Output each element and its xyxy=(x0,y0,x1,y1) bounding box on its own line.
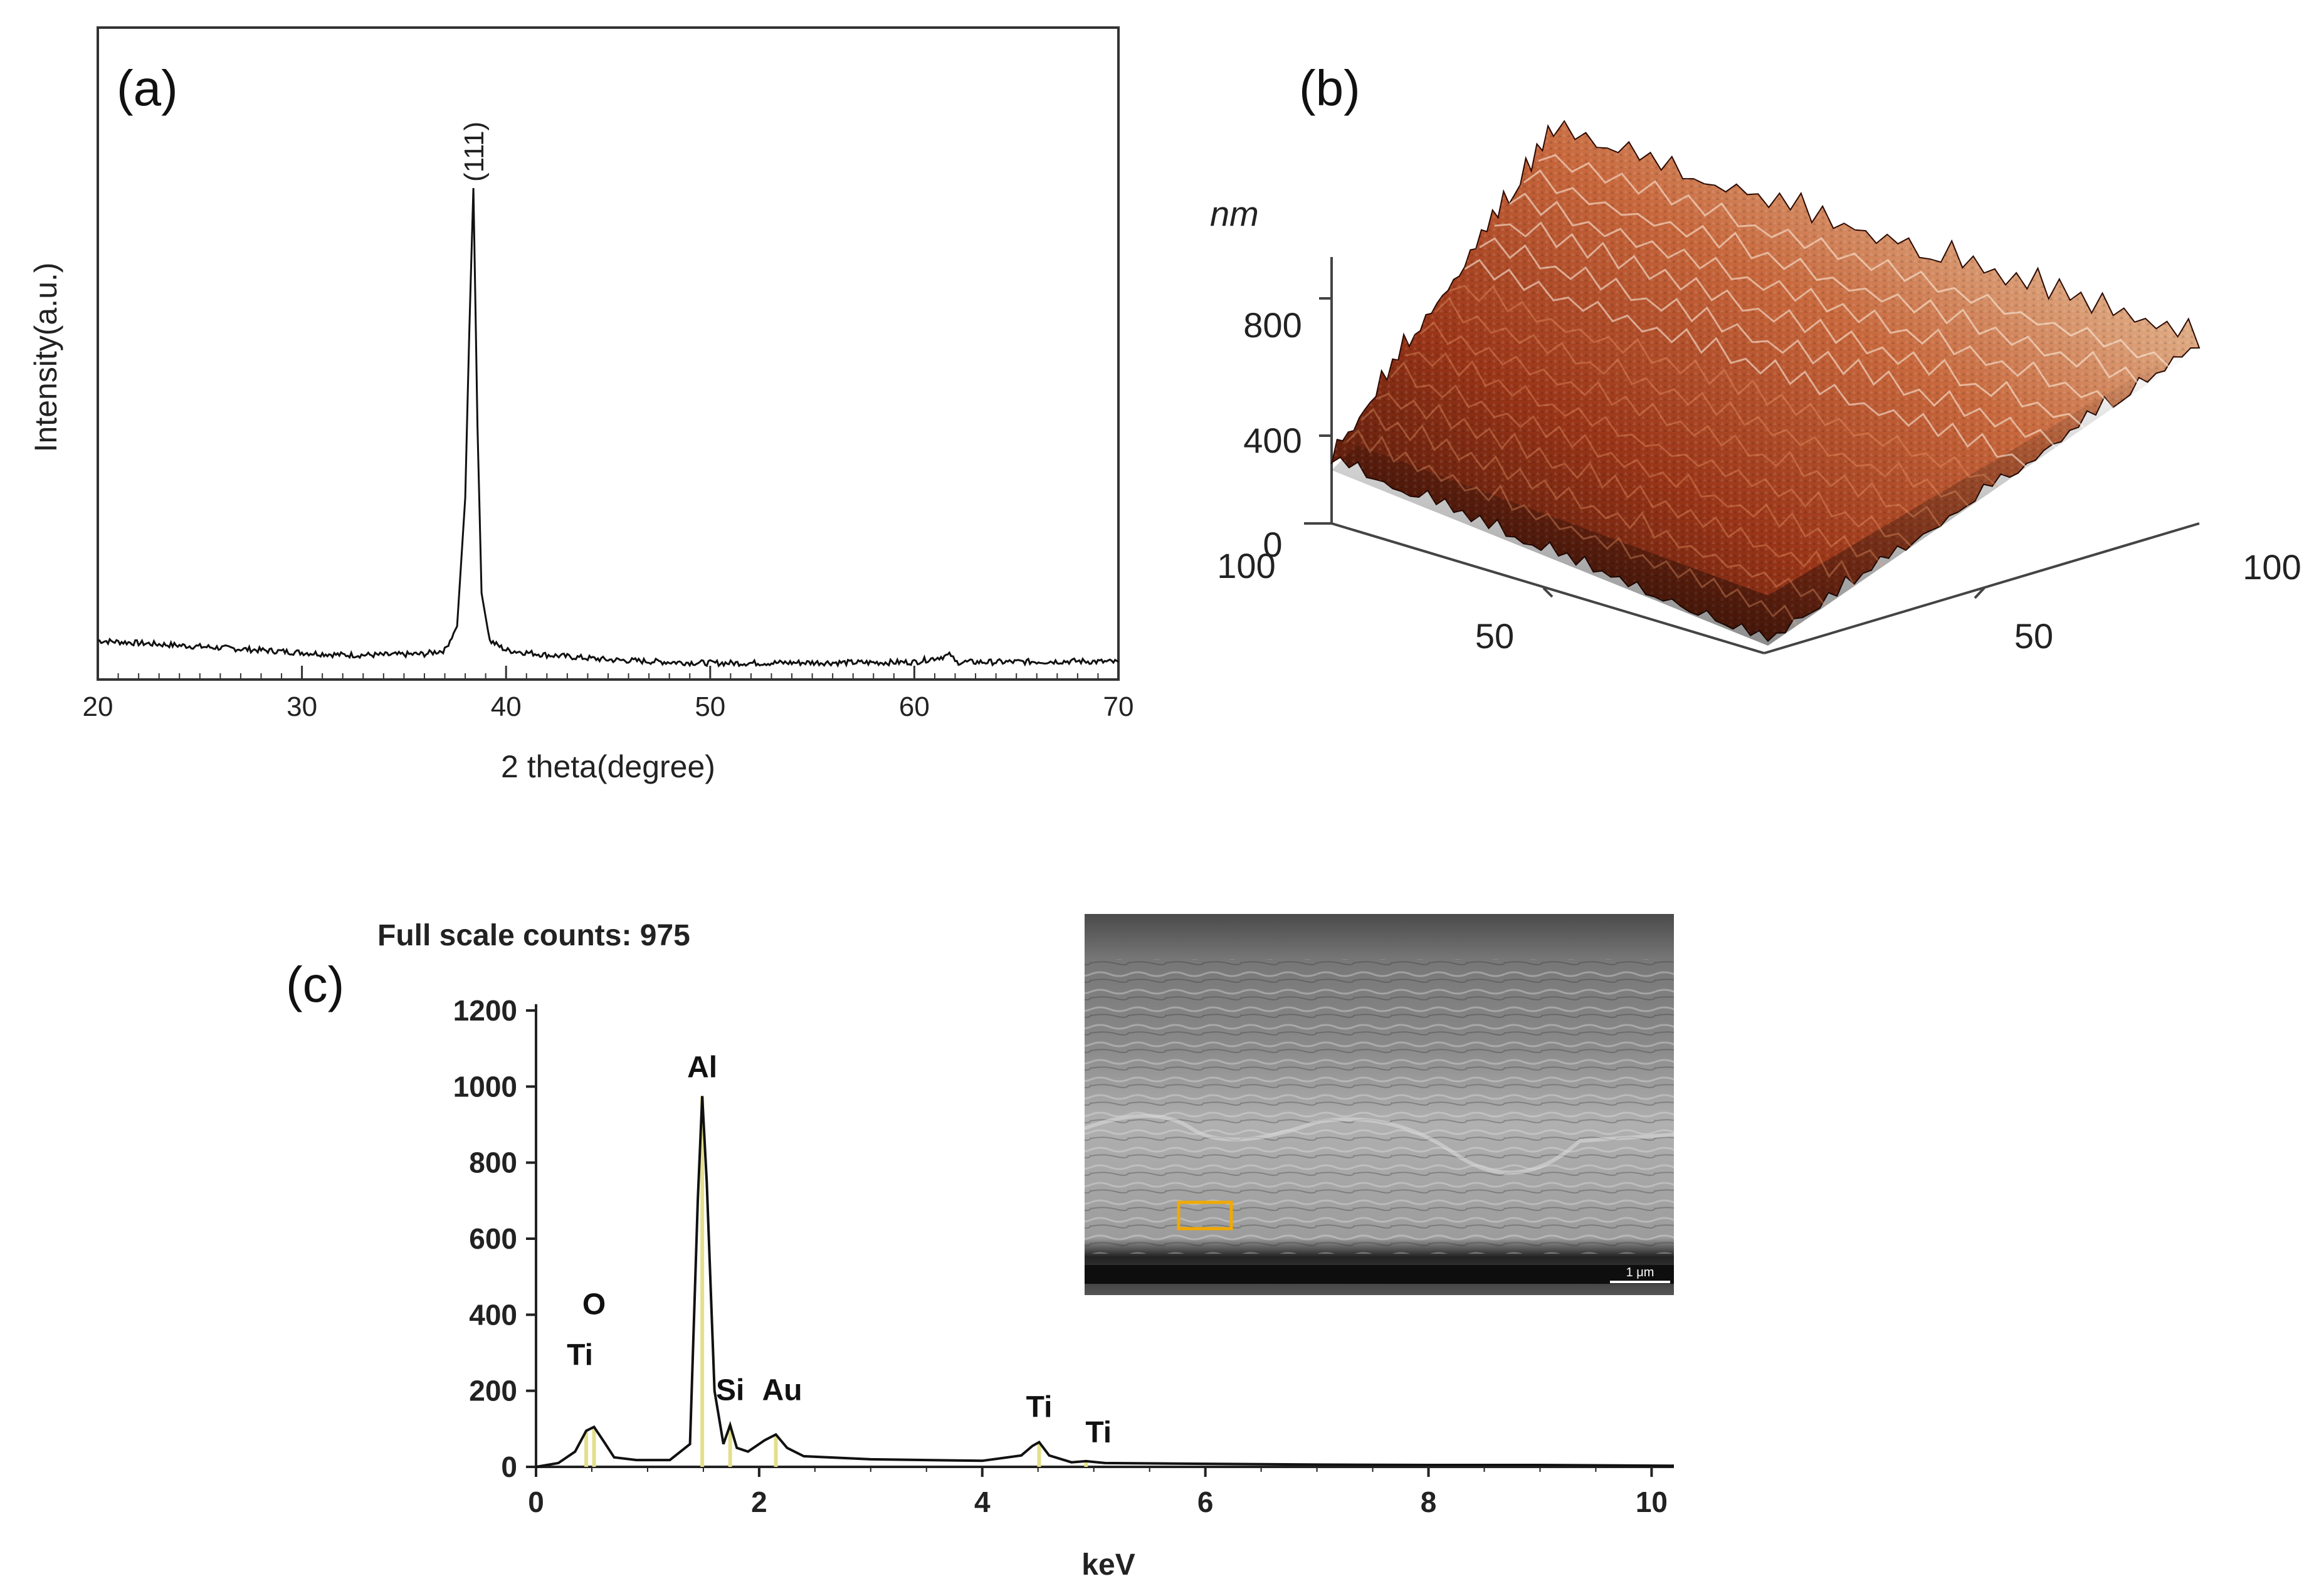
panel-b-z-tick-label-0: 0 xyxy=(1263,525,1282,564)
panel-a-x-tick-label: 30 xyxy=(287,691,317,722)
panel-b-surface-texture xyxy=(1332,121,2199,641)
panel-c-y-tick-label: 1000 xyxy=(453,1070,517,1103)
panel-c-peak-label: Au xyxy=(762,1373,802,1407)
panel-a-label: (a) xyxy=(117,60,178,116)
panel-c-y-tick-label: 800 xyxy=(469,1147,517,1179)
panel-c-y-tick-label: 0 xyxy=(501,1451,517,1483)
panel-a-frame xyxy=(97,26,1120,681)
panel-c-x-tick-label: 8 xyxy=(1421,1486,1437,1518)
panel-b-x-tick-label-50: 50 xyxy=(1475,616,1514,656)
panel-c-y-tick-label: 1200 xyxy=(453,994,517,1027)
sem-scale-bar-label: 1 μm xyxy=(1626,1266,1654,1279)
panel-a-x-tick-label: 50 xyxy=(695,691,725,722)
panel-a-x-tick-label: 60 xyxy=(899,691,930,722)
panel-c-x-tick-label: 0 xyxy=(528,1486,544,1518)
panel-c-peak-label: Ti xyxy=(1026,1391,1053,1424)
panel-c-axes: 0 200 400 600 800 1000 1200 0 2 4 6 8 10 xyxy=(453,994,1674,1518)
sem-selected-area-box xyxy=(1177,1200,1233,1231)
panel-b-ridge-line xyxy=(1360,407,1826,607)
panel-a-x-tick-label: 20 xyxy=(83,691,113,722)
panel-b-ridge-line xyxy=(1479,237,2056,448)
panel-b-afm: (b) nm 800 400 0 100 50 50 100 xyxy=(1210,60,2301,656)
panel-b-x-tick-label-100: 100 xyxy=(1217,546,1275,585)
panel-b-ridge-line xyxy=(1538,154,2172,369)
panel-b-z-tick-label-800: 800 xyxy=(1243,305,1302,345)
panel-b-ridge-line xyxy=(1494,221,2085,429)
panel-b-z-unit: nm xyxy=(1210,194,1259,233)
panel-b-right-floor-axis xyxy=(1764,522,2200,654)
panel-c-eds-trace xyxy=(535,1096,1675,1468)
panel-a-peak-annotation: (111) xyxy=(459,122,490,182)
panel-b-ridge-line xyxy=(1375,392,1855,587)
panel-b-ridge-line xyxy=(1508,192,2114,409)
panel-b-afm-surface xyxy=(1331,120,2201,646)
panel-a-x-tick-label: 70 xyxy=(1103,691,1134,722)
panel-a-xrd: (a) Intensity(a.u.) 2 theta(degree) 20 30… xyxy=(28,26,1134,784)
panel-c-peak-label: Ti xyxy=(1085,1416,1112,1449)
panel-b-right-axis-tick xyxy=(1974,587,1985,599)
panel-b-ridge-line xyxy=(1390,361,1884,567)
panel-c-peak-label: O xyxy=(582,1288,606,1321)
panel-b-ridge-line xyxy=(1449,285,1999,488)
panel-c-y-tick-label: 400 xyxy=(469,1298,517,1331)
panel-b-surface-ridges xyxy=(1345,154,2172,627)
panel-a-y-axis-title: Intensity(a.u.) xyxy=(28,263,63,453)
panel-c-x-axis-title: keV xyxy=(1081,1548,1135,1582)
panel-b-label: (b) xyxy=(1299,60,1360,116)
panel-c-label: (c) xyxy=(286,957,344,1012)
panel-a-x-tick-label: 40 xyxy=(491,691,522,722)
panel-b-ridge-line xyxy=(1523,169,2143,389)
panel-c-peak-label: Si xyxy=(716,1373,744,1407)
panel-b-ridge-line xyxy=(1464,258,2027,468)
panel-c-y-tick-label: 600 xyxy=(469,1222,517,1255)
panel-c-sem-inset: 1 μm xyxy=(1083,914,1675,1295)
panel-b-z-tick-label-400: 400 xyxy=(1243,421,1302,460)
panel-a-x-axis-title: 2 theta(degree) xyxy=(501,749,715,784)
panel-b-ridge-line xyxy=(1405,351,1913,548)
panel-b-y-tick-label-100: 100 xyxy=(2243,547,2301,587)
panel-c-eds: (c) Full scale counts: 975 keV 020040060… xyxy=(286,914,1675,1582)
panel-c-peak-labels: O Ti Al Si Au Ti Ti xyxy=(567,1051,1112,1449)
sem-substrate-band xyxy=(1085,1265,1674,1284)
panel-b-ridge-line xyxy=(1345,429,1798,627)
panel-b-y-tick-label-50: 50 xyxy=(2014,616,2053,656)
panel-c-x-tick-label: 6 xyxy=(1197,1486,1214,1518)
panel-c-x-tick-label: 10 xyxy=(1636,1486,1668,1518)
panel-b-ridge-line xyxy=(1434,297,1970,508)
panel-b-ridge-line xyxy=(1419,321,1942,528)
panel-c-peak-label: Ti xyxy=(567,1338,593,1372)
panel-c-x-tick-label: 4 xyxy=(974,1486,991,1518)
panel-b-left-floor-axis xyxy=(1331,522,1765,654)
panel-c-x-tick-label: 2 xyxy=(751,1486,767,1518)
panel-a-x-ticks: 20 30 40 50 60 70 xyxy=(83,666,1134,722)
sem-layer-texture xyxy=(1085,959,1674,1254)
panel-a-xrd-trace xyxy=(97,187,1119,668)
panel-b-left-axis-tick xyxy=(1542,587,1554,598)
sem-fracture-edge xyxy=(1083,1114,1675,1175)
panel-c-header: Full scale counts: 975 xyxy=(377,919,690,952)
panel-c-y-tick-label: 200 xyxy=(469,1375,517,1407)
panel-c-peak-label: Al xyxy=(687,1051,717,1084)
panel-c-peak-markers xyxy=(584,1096,1088,1467)
